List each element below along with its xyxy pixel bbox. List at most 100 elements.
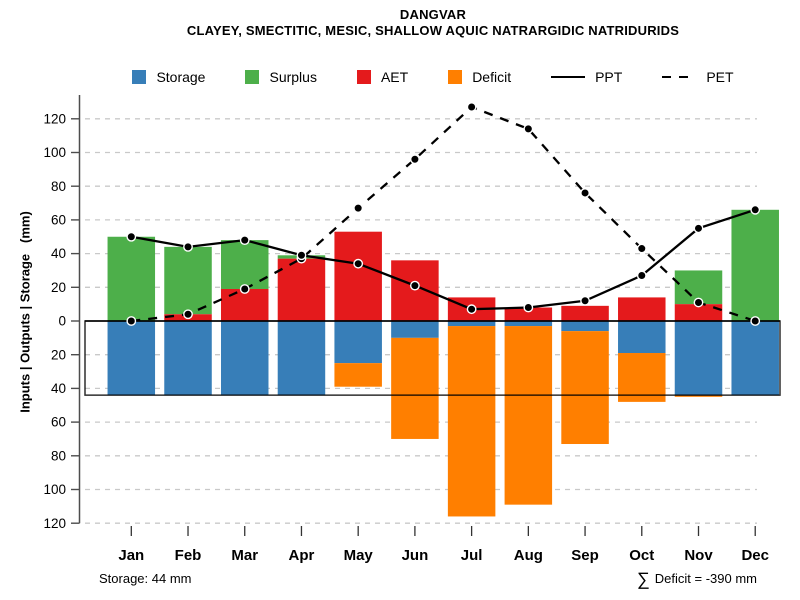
- deficit-total-label: Deficit = -390 mm: [654, 571, 757, 586]
- y-tick-label--60: 60: [51, 415, 66, 430]
- pet-marker-Dec: [750, 316, 761, 326]
- x-label-Sep: Sep: [571, 547, 599, 564]
- chart-subtitle: CLAYEY, SMECTITIC, MESIC, SHALLOW AQUIC …: [186, 23, 680, 38]
- legend-label: Storage: [156, 69, 206, 85]
- x-label-Nov: Nov: [684, 547, 713, 564]
- x-label-Feb: Feb: [175, 547, 202, 564]
- pet-line: [131, 105, 756, 323]
- y-tick-label--20: 20: [51, 347, 66, 362]
- legend-swatch-deficit: [448, 70, 463, 84]
- bar-storage-Nov: [674, 321, 723, 396]
- ppt-marker-Oct: [636, 270, 647, 281]
- legend-dashed-line-sample: [662, 75, 697, 79]
- legend-label: Surplus: [269, 69, 317, 85]
- legend-swatch-storage: [132, 70, 147, 84]
- ppt-marker-Jun: [409, 280, 420, 291]
- ppt-marker-Apr: [296, 250, 307, 261]
- bar-deficit-May: [334, 363, 382, 387]
- x-label-Jan: Jan: [118, 547, 144, 564]
- storage-annotation: Storage: 44 mm: [99, 571, 192, 586]
- bar-storage-Oct: [618, 321, 666, 354]
- x-label-May: May: [344, 547, 374, 564]
- bar-deficit-Sep: [561, 331, 609, 445]
- y-tick-label--40: 40: [51, 381, 66, 396]
- pet-marker-Jan: [126, 316, 137, 326]
- pet-marker-May: [353, 203, 364, 214]
- bar-storage-Jun: [391, 321, 439, 338]
- ppt-marker-Feb: [183, 241, 193, 252]
- y-tick-label--120: 120: [43, 516, 66, 531]
- bar-surplus-Dec: [731, 209, 779, 321]
- bar-deficit-Jul: [447, 326, 496, 517]
- legend-item-aet: AET: [356, 69, 409, 85]
- bar-storage-Jan: [107, 321, 156, 396]
- bar-aet-Aug: [504, 307, 553, 321]
- x-label-Aug: Aug: [514, 547, 543, 564]
- ppt-marker-Jul: [466, 304, 477, 315]
- x-label-Dec: Dec: [741, 547, 769, 564]
- x-label-Jun: Jun: [402, 547, 429, 564]
- pet-marker-Oct: [636, 243, 647, 254]
- legend-item-surplus: Surplus: [245, 69, 317, 85]
- bar-deficit-Nov: [674, 395, 723, 397]
- bar-surplus-Mar: [220, 240, 269, 289]
- bar-storage-Jul: [447, 321, 496, 327]
- chart-title: DANGVAR: [399, 7, 467, 22]
- ppt-marker-Aug: [523, 302, 534, 313]
- pet-marker-Jun: [409, 154, 420, 165]
- legend-swatch-surplus: [245, 70, 260, 84]
- bar-storage-Sep: [561, 321, 609, 332]
- sigma-symbol: ∑: [636, 569, 650, 589]
- legend-item-pet: PET: [662, 69, 734, 85]
- pet-marker-Aug: [523, 124, 534, 134]
- pet-marker-Sep: [580, 188, 590, 198]
- bar-deficit-Oct: [618, 353, 666, 402]
- ppt-marker-Dec: [750, 204, 761, 215]
- storage-capacity-outline: [84, 320, 781, 396]
- pet-marker-Jul: [466, 102, 477, 112]
- y-tick-label--80: 80: [51, 448, 66, 463]
- deficit-annotation: ∑ Deficit = -390 mm: [85, 569, 757, 590]
- bar-storage-Mar: [220, 321, 269, 396]
- bar-aet-Sep: [561, 305, 609, 321]
- bar-aet-Oct: [618, 297, 666, 321]
- y-tick-label-100: 100: [43, 145, 66, 160]
- legend-label: AET: [380, 69, 409, 85]
- legend-label: PPT: [595, 69, 623, 85]
- ppt-marker-Nov: [693, 223, 704, 234]
- legend-solid-line-sample: [551, 76, 586, 78]
- x-label-Jul: Jul: [461, 547, 483, 564]
- pet-marker-Mar: [239, 284, 250, 294]
- pet-marker-Nov: [693, 297, 704, 308]
- bar-aet-Mar: [220, 288, 269, 321]
- bar-storage-Feb: [164, 321, 212, 396]
- pet-marker-Feb: [183, 309, 193, 320]
- bar-deficit-Jun: [391, 337, 439, 439]
- legend-label: PET: [706, 69, 734, 85]
- bar-storage-May: [334, 321, 382, 364]
- legend-item-storage: Storage: [132, 69, 205, 85]
- x-label-Mar: Mar: [231, 547, 258, 564]
- bar-aet-Apr: [277, 258, 326, 321]
- chart-legend: Storage Surplus AET Deficit PPT PET: [85, 66, 781, 88]
- bar-surplus-Feb: [164, 246, 212, 315]
- bar-storage-Aug: [504, 321, 553, 327]
- bar-storage-Dec: [731, 321, 779, 396]
- ppt-marker-Jan: [126, 231, 137, 242]
- legend-item-deficit: Deficit: [448, 69, 511, 85]
- y-tick-label-0: 0: [58, 314, 66, 329]
- x-label-Apr: Apr: [289, 547, 315, 564]
- bar-aet-Jun: [391, 260, 439, 321]
- bar-surplus-Jan: [107, 236, 156, 321]
- ppt-marker-May: [353, 258, 364, 269]
- ppt-marker-Mar: [239, 235, 250, 246]
- ppt-line: [131, 208, 756, 311]
- x-label-Oct: Oct: [629, 547, 654, 564]
- y-tick-label-80: 80: [51, 179, 66, 194]
- y-tick-label-60: 60: [51, 213, 66, 228]
- y-tick-label-120: 120: [43, 111, 66, 126]
- ppt-marker-Sep: [580, 295, 590, 306]
- legend-swatch-aet: [356, 70, 371, 84]
